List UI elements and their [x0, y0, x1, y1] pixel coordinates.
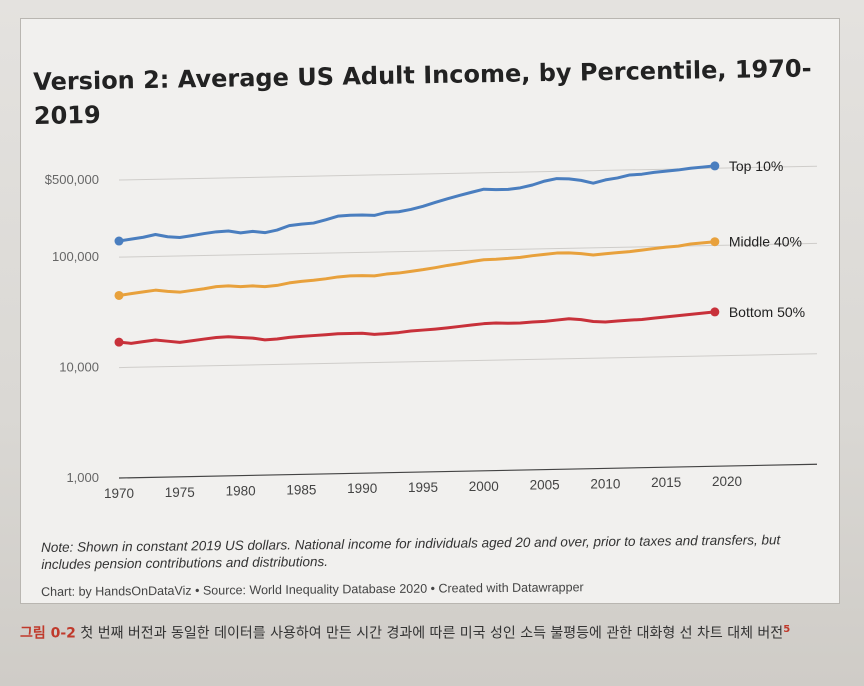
caption-label: 그림 0-2 — [20, 625, 76, 642]
y-tick-label: $500,000 — [45, 172, 99, 187]
x-tick-label: 1975 — [165, 485, 195, 500]
chart-note: Note: Shown in constant 2019 US dollars.… — [41, 532, 781, 572]
x-tick-label: 1970 — [104, 486, 134, 501]
series-line — [118, 310, 715, 345]
x-tick-label: 1980 — [226, 484, 256, 499]
series-start-point — [114, 236, 124, 246]
x-tick-label: 1995 — [408, 480, 438, 495]
series-line — [118, 240, 715, 297]
series-start-point — [114, 290, 124, 300]
series-end-point — [710, 237, 720, 247]
line-chart: $500,000 100,000 10,000 1,000 1970 1975 1980 19… — [45, 158, 818, 501]
series-end-point — [710, 307, 720, 317]
x-tick-label: 2015 — [651, 475, 681, 490]
y-tick-label: 1,000 — [66, 470, 99, 485]
y-tick-label: 100,000 — [52, 249, 99, 264]
y-gridline — [118, 242, 818, 258]
x-tick-label: 2000 — [469, 479, 499, 494]
x-tick-label: 2005 — [530, 478, 560, 493]
x-tick-label: 2020 — [712, 474, 742, 489]
series-line — [118, 164, 715, 243]
x-tick-label: 2010 — [590, 476, 620, 491]
series-label: Top 10% — [729, 158, 783, 174]
caption-footnote: 5 — [783, 624, 791, 635]
series-label: Middle 40% — [729, 234, 802, 250]
chart-credit: Chart: by HandsOnDataViz • Source: World… — [41, 580, 584, 599]
series-label: Bottom 50% — [729, 304, 805, 320]
y-gridline — [118, 463, 818, 479]
x-tick-label: 1990 — [347, 481, 377, 496]
series-start-point — [114, 337, 124, 347]
y-gridline — [118, 353, 818, 369]
x-tick-label: 1985 — [286, 482, 316, 497]
chart-card: Version 2: Average US Adult Income, by P… — [20, 18, 840, 604]
figure-caption: 그림 0-2 첫 번째 버전과 동일한 데이터를 사용하여 만든 시간 경과에 … — [20, 618, 850, 646]
caption-text: 첫 번째 버전과 동일한 데이터를 사용하여 만든 시간 경과에 따른 미국 성… — [75, 625, 784, 642]
series-end-point — [710, 161, 720, 171]
y-tick-label: 10,000 — [59, 360, 99, 375]
